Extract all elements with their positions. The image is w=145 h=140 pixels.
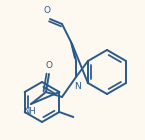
Text: NH: NH: [23, 107, 35, 116]
Text: N: N: [74, 82, 80, 91]
Text: O: O: [44, 6, 50, 15]
Text: O: O: [46, 61, 52, 70]
